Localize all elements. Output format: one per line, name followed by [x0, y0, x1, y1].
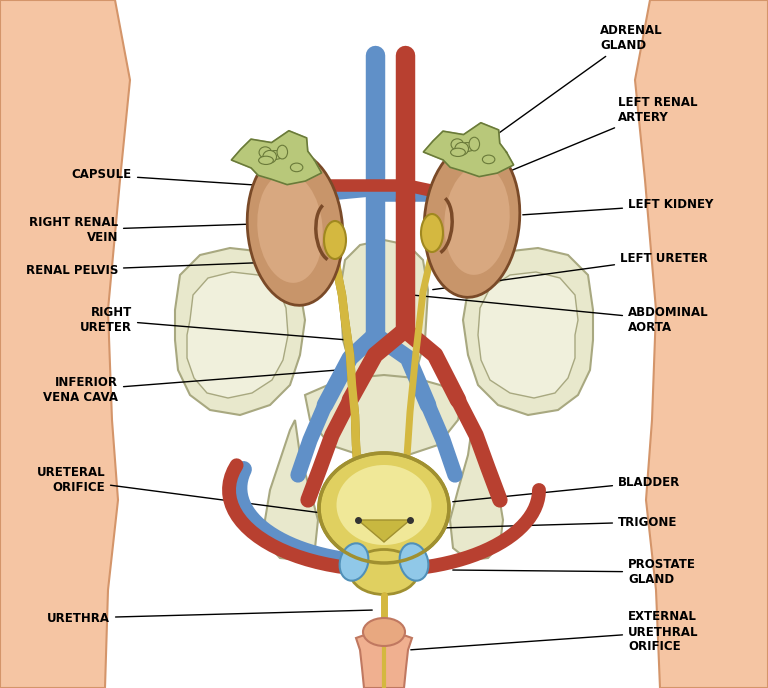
Text: RENAL PELVIS: RENAL PELVIS	[25, 260, 325, 277]
Text: RIGHT RENAL
VEIN: RIGHT RENAL VEIN	[29, 216, 313, 244]
Polygon shape	[231, 131, 322, 184]
Ellipse shape	[268, 151, 283, 160]
Ellipse shape	[451, 148, 465, 156]
Polygon shape	[450, 420, 503, 560]
Text: URETHRA: URETHRA	[47, 610, 372, 625]
Text: LEFT RENAL
ARTERY: LEFT RENAL ARTERY	[455, 96, 697, 194]
Ellipse shape	[460, 142, 475, 151]
Ellipse shape	[336, 465, 432, 545]
Ellipse shape	[451, 139, 464, 150]
Polygon shape	[463, 248, 593, 415]
Text: LEFT URETER: LEFT URETER	[432, 252, 708, 290]
Text: ADRENAL
GLAND: ADRENAL GLAND	[495, 24, 663, 136]
Text: EXTERNAL
URETHRAL
ORIFICE: EXTERNAL URETHRAL ORIFICE	[411, 610, 699, 654]
Text: TRIGONE: TRIGONE	[443, 515, 677, 528]
Ellipse shape	[290, 163, 303, 172]
Text: BLADDER: BLADDER	[453, 475, 680, 502]
Polygon shape	[265, 420, 318, 560]
Polygon shape	[356, 632, 412, 688]
Polygon shape	[423, 122, 514, 177]
Text: RIGHT
URETER: RIGHT URETER	[80, 306, 346, 340]
Ellipse shape	[482, 155, 495, 164]
Text: URETERAL
ORIFICE: URETERAL ORIFICE	[36, 466, 357, 517]
Ellipse shape	[424, 142, 520, 297]
Text: INFERIOR
VENA CAVA: INFERIOR VENA CAVA	[43, 370, 335, 404]
Ellipse shape	[339, 544, 369, 581]
Ellipse shape	[399, 544, 429, 581]
Ellipse shape	[444, 165, 510, 275]
Polygon shape	[340, 240, 428, 385]
Ellipse shape	[259, 147, 272, 158]
Ellipse shape	[247, 151, 343, 305]
Polygon shape	[187, 272, 288, 398]
Ellipse shape	[319, 453, 449, 563]
Ellipse shape	[350, 550, 418, 594]
Polygon shape	[478, 272, 578, 398]
Ellipse shape	[324, 221, 346, 259]
Text: CAPSULE: CAPSULE	[72, 169, 252, 185]
Ellipse shape	[257, 173, 323, 283]
Polygon shape	[358, 520, 410, 542]
Ellipse shape	[469, 137, 479, 151]
Ellipse shape	[259, 156, 273, 164]
Polygon shape	[0, 0, 130, 688]
Ellipse shape	[277, 145, 287, 159]
Polygon shape	[175, 248, 305, 415]
Text: PROSTATE
GLAND: PROSTATE GLAND	[453, 558, 696, 586]
Text: ABDOMINAL
AORTA: ABDOMINAL AORTA	[415, 295, 709, 334]
Ellipse shape	[455, 142, 468, 155]
Ellipse shape	[263, 151, 276, 163]
Polygon shape	[635, 0, 768, 688]
Text: LEFT KIDNEY: LEFT KIDNEY	[523, 199, 713, 215]
Polygon shape	[305, 375, 463, 458]
Ellipse shape	[421, 214, 443, 252]
Ellipse shape	[363, 618, 405, 646]
